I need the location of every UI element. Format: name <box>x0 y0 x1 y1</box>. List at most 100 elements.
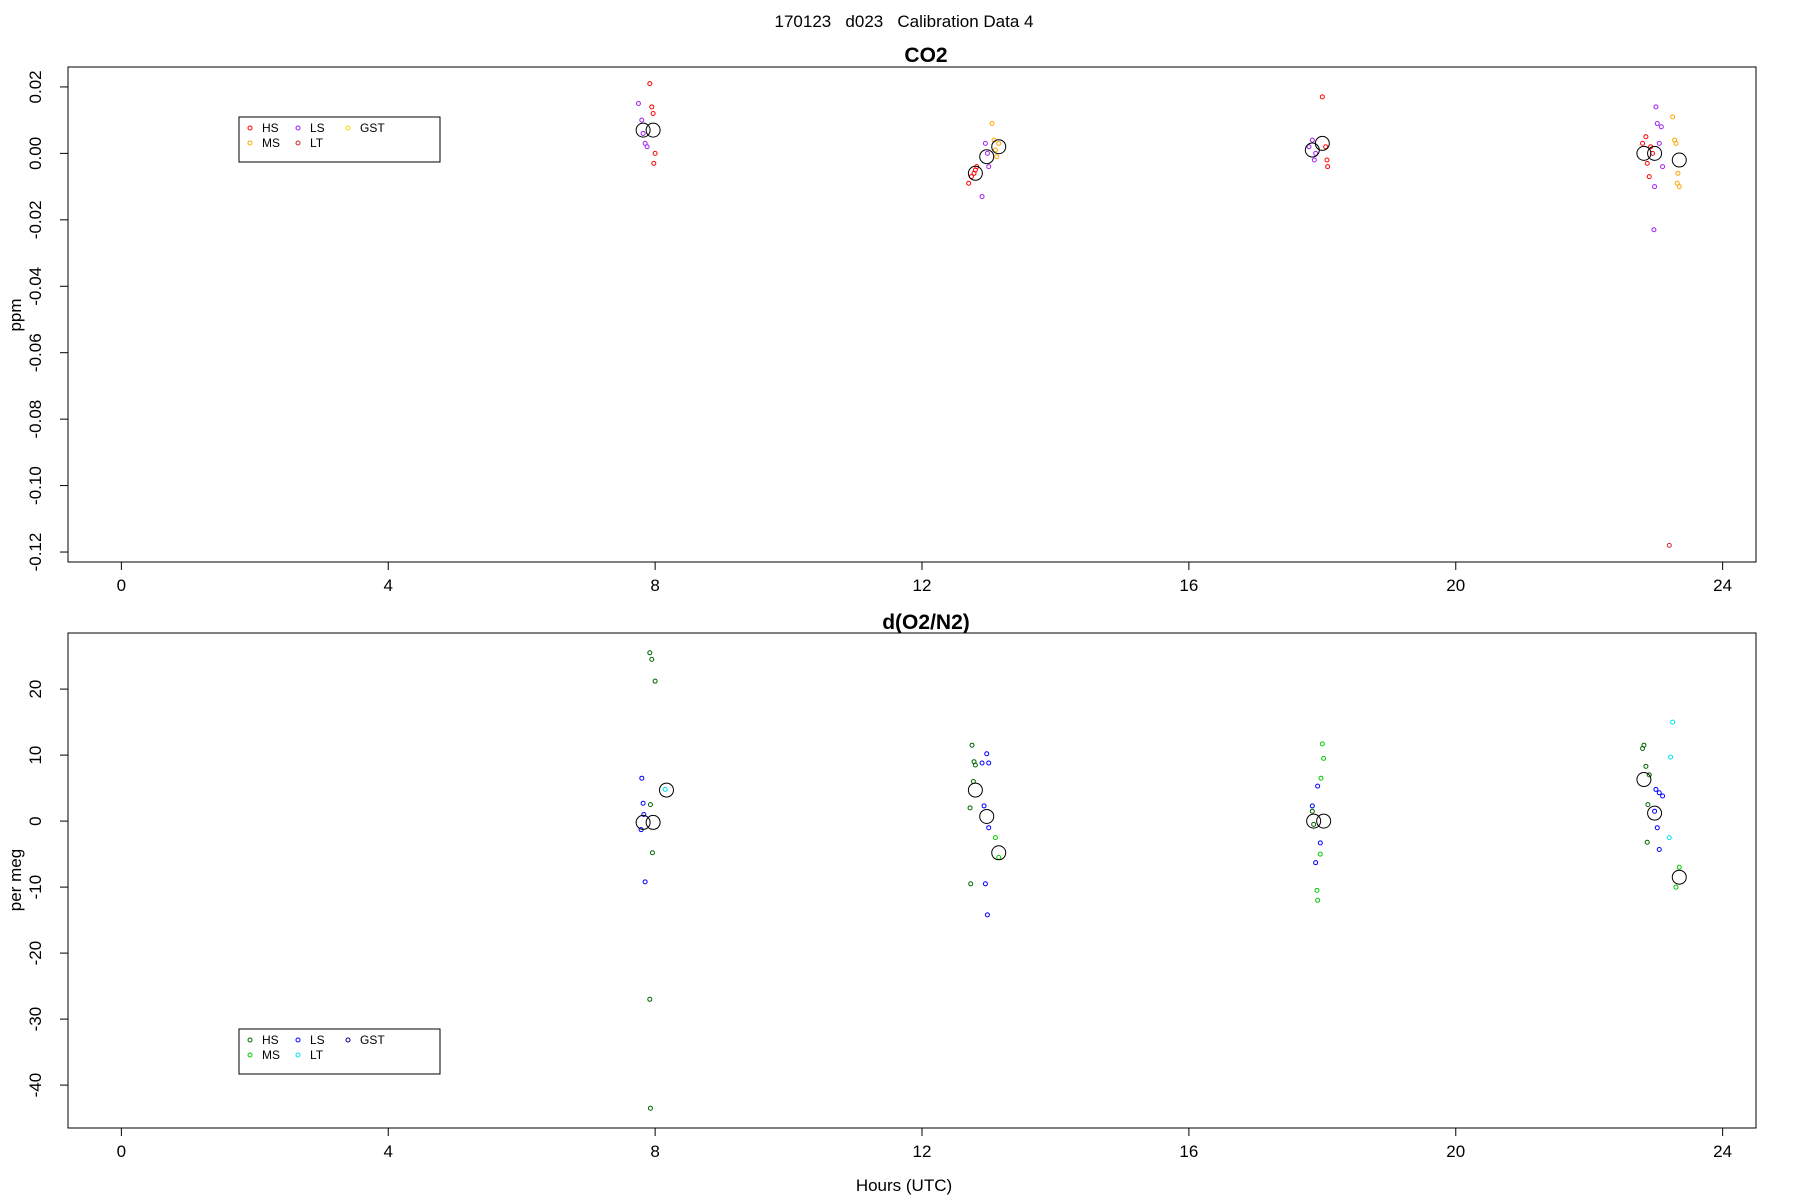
co2-mean-marker <box>1304 142 1320 158</box>
co2-y-tick-label: 0.02 <box>26 70 45 103</box>
co2-point-ls <box>1660 164 1666 170</box>
o2n2-legend-label-hs: HS <box>262 1033 279 1047</box>
co2-legend-swatch-hs <box>247 125 253 131</box>
o2n2-point-ls <box>1653 786 1659 792</box>
co2-mean-marker <box>1671 152 1687 168</box>
co2-point-ls <box>1654 120 1660 126</box>
o2n2-x-tick-label: 0 <box>117 1142 126 1161</box>
o2n2-point-hs <box>968 881 974 887</box>
o2n2-point-ls <box>1656 790 1662 796</box>
co2-y-tick-label: -0.02 <box>26 200 45 239</box>
co2-legend-swatch-ms <box>247 140 253 146</box>
co2-point-ls <box>1656 140 1662 146</box>
o2n2-x-axis-label: Hours (UTC) <box>856 1176 952 1195</box>
o2n2-point-ms <box>996 854 1002 860</box>
o2n2-mean-marker <box>967 782 983 798</box>
o2n2-point-ls <box>984 751 990 757</box>
o2n2-point-ms <box>1321 755 1327 761</box>
co2-x-tick-label: 8 <box>650 576 659 595</box>
o2n2-point-ms <box>1314 887 1320 893</box>
co2-point-ms <box>1670 114 1676 120</box>
co2-point-hs <box>1646 174 1652 180</box>
o2n2-point-hs <box>1309 808 1315 814</box>
o2n2-point-hs <box>1644 839 1650 845</box>
o2n2-point-ls <box>1660 793 1666 799</box>
co2-mean-marker <box>635 122 651 138</box>
co2-point-ms <box>996 140 1002 146</box>
co2-point-ls <box>1653 104 1659 110</box>
o2n2-point-hs <box>969 742 975 748</box>
o2n2-point-ls <box>640 800 646 806</box>
o2n2-y-tick-label: -20 <box>26 941 45 966</box>
co2-y-axis: 0.02 0.00 -0.02 -0.04 -0.06 -0.08 -0.10 -0.12 <box>26 70 69 572</box>
o2n2-point-hs <box>649 850 655 856</box>
o2n2-point-ls <box>1652 808 1658 814</box>
o2n2-y-axis-label: per meg <box>6 849 25 911</box>
co2-point-ls <box>1313 150 1319 156</box>
co2-y-axis-label: ppm <box>6 298 25 331</box>
co2-point-ms <box>992 147 998 153</box>
co2-point-ms <box>1676 184 1682 190</box>
co2-x-tick-label: 0 <box>117 576 126 595</box>
o2n2-panel: d(O2/N2) per meg Hours (UTC) 0 4 8 12 16 20 24… <box>6 611 1757 1195</box>
o2n2-y-tick-label: 10 <box>26 746 45 765</box>
co2-point-ls <box>1309 137 1315 143</box>
co2-point-ms <box>1675 170 1681 176</box>
co2-point-hs <box>1323 144 1329 150</box>
o2n2-point-hs <box>1311 821 1317 827</box>
co2-point-hs <box>966 180 972 186</box>
o2n2-point-hs <box>647 802 653 808</box>
o2n2-x-tick-label: 24 <box>1713 1142 1732 1161</box>
o2n2-legend-label-gst: GST <box>360 1033 385 1047</box>
co2-legend-swatch-ls <box>295 125 301 131</box>
o2n2-point-hs <box>652 678 658 684</box>
figure-title: 170123 d023 Calibration Data 4 <box>775 12 1034 31</box>
o2n2-point-hs <box>1645 802 1651 808</box>
co2-point-hs <box>1324 157 1330 163</box>
o2n2-point-lt <box>1666 835 1672 841</box>
co2-point-ls <box>635 101 641 107</box>
co2-y-tick-label: -0.06 <box>26 333 45 372</box>
o2n2-x-axis: 0 4 8 12 16 20 24 <box>117 1127 1732 1161</box>
o2n2-point-ls <box>1656 846 1662 852</box>
o2n2-point-ms <box>1318 775 1324 781</box>
o2n2-point-ls <box>986 760 992 766</box>
o2n2-point-ls <box>1313 860 1319 866</box>
co2-legend-label-ms: MS <box>262 136 280 150</box>
co2-y-tick-label: -0.12 <box>26 533 45 572</box>
o2n2-y-tick-label: 20 <box>26 680 45 699</box>
co2-point-lt <box>1666 542 1672 548</box>
co2-mean-marker <box>1314 135 1330 151</box>
co2-legend-swatch-gst <box>345 125 351 131</box>
co2-point-ls <box>982 140 988 146</box>
co2-mean-marker <box>1636 145 1652 161</box>
co2-point-hs <box>1644 160 1650 166</box>
co2-point-hs <box>1640 140 1646 146</box>
o2n2-point-lt <box>1668 754 1674 760</box>
co2-x-tick-label: 24 <box>1713 576 1732 595</box>
co2-point-ms <box>989 120 995 126</box>
o2n2-point-ms <box>1673 884 1679 890</box>
o2n2-point-ls <box>641 812 647 817</box>
o2n2-point-ms <box>1319 741 1325 747</box>
co2-panel-title: CO2 <box>904 44 947 67</box>
o2n2-point-ls <box>642 879 648 885</box>
co2-point-hs <box>1319 94 1325 100</box>
o2n2-point-hs <box>1646 772 1652 778</box>
co2-y-tick-label: 0.00 <box>26 137 45 170</box>
o2n2-point-hs <box>972 762 978 768</box>
o2n2-mean-marker <box>645 814 661 830</box>
o2n2-x-tick-label: 4 <box>384 1142 393 1161</box>
co2-point-ms <box>1673 140 1679 146</box>
co2-x-tick-label: 4 <box>384 576 393 595</box>
co2-y-tick-label: -0.08 <box>26 400 45 439</box>
co2-legend-label-hs: HS <box>262 121 279 135</box>
co2-point-hs <box>647 81 653 87</box>
o2n2-legend-swatch-gst <box>345 1037 351 1043</box>
o2n2-legend-label-lt: LT <box>310 1048 324 1062</box>
o2n2-mean-marker <box>635 814 651 830</box>
o2n2-point-ms <box>1315 897 1321 903</box>
co2-mean-marker <box>1647 145 1663 161</box>
